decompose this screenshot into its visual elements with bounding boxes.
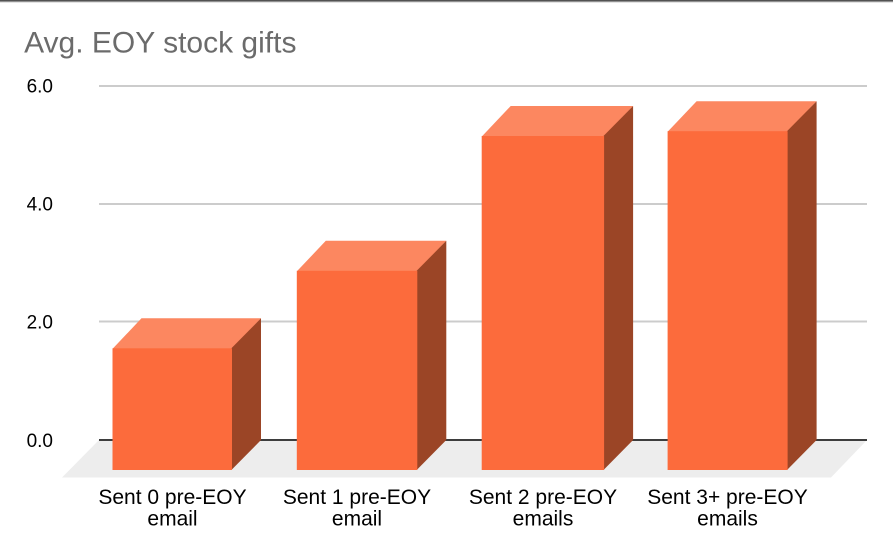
svg-text:Sent 2 pre-EOY: Sent 2 pre-EOY xyxy=(469,486,617,509)
svg-text:4.0: 4.0 xyxy=(27,195,53,216)
svg-text:2.0: 2.0 xyxy=(27,312,53,333)
svg-text:emails: emails xyxy=(697,507,758,530)
svg-text:Sent 1 pre-EOY: Sent 1 pre-EOY xyxy=(283,486,431,509)
svg-text:Sent 3+ pre-EOY: Sent 3+ pre-EOY xyxy=(647,486,808,509)
svg-text:Sent 0 pre-EOY: Sent 0 pre-EOY xyxy=(98,486,246,509)
svg-text:0.0: 0.0 xyxy=(27,431,53,452)
svg-text:emails: emails xyxy=(513,507,574,530)
svg-text:6.0: 6.0 xyxy=(27,77,53,98)
svg-text:email: email xyxy=(147,507,197,530)
svg-text:email: email xyxy=(332,507,382,530)
svg-text:Avg. EOY stock gifts: Avg. EOY stock gifts xyxy=(24,26,296,59)
